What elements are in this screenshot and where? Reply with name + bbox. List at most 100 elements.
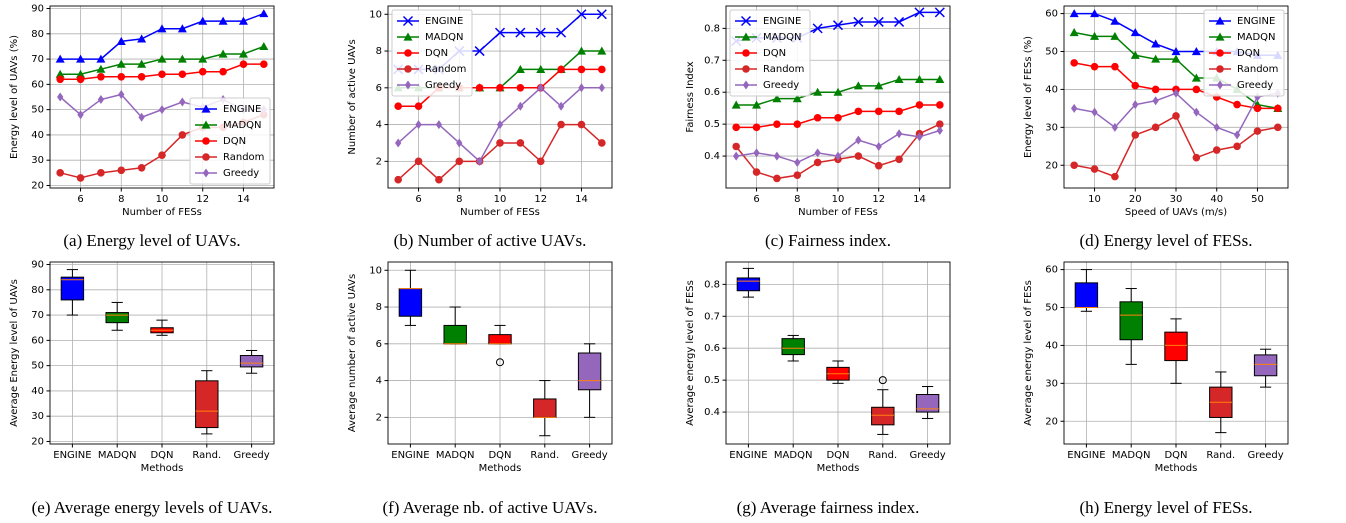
y-tick-label: 6	[376, 339, 382, 350]
caption: (f) Average nb. of active UAVs.	[382, 498, 597, 517]
legend-label: ENGINE	[223, 104, 261, 115]
marker	[536, 157, 545, 166]
x-tick-label: 8	[118, 194, 124, 205]
marker	[916, 132, 923, 142]
marker	[56, 169, 64, 177]
x-axis-label: Speed of UAVs (m/s)	[1125, 207, 1227, 218]
marker	[1274, 104, 1282, 113]
x-tick-label: MADQN	[98, 450, 137, 461]
y-tick-label: 30	[31, 411, 44, 422]
box	[577, 352, 602, 391]
y-axis-label: Energy level of FESs (%)	[1023, 36, 1034, 158]
legend-box	[1203, 9, 1285, 97]
marker	[873, 16, 884, 27]
legend-label: Random	[1237, 64, 1278, 75]
marker	[1090, 165, 1099, 173]
marker	[1191, 47, 1201, 56]
marker	[476, 156, 483, 166]
marker	[753, 148, 760, 158]
marker	[773, 151, 781, 161]
marker	[874, 81, 884, 90]
marker	[1215, 32, 1225, 41]
marker	[936, 126, 943, 136]
marker	[1212, 146, 1221, 154]
marker	[853, 16, 864, 27]
marker	[834, 151, 842, 161]
x-tick-label: 30	[1170, 194, 1183, 205]
marker	[238, 16, 248, 25]
box	[736, 277, 761, 292]
marker	[733, 151, 740, 161]
y-tick-label: 20	[31, 180, 44, 191]
marker	[404, 80, 412, 90]
marker	[201, 120, 211, 129]
marker	[853, 81, 863, 90]
marker	[239, 60, 248, 68]
marker	[1216, 49, 1224, 57]
x-tick-label: 12	[534, 194, 547, 205]
x-tick-label: 14	[913, 194, 926, 205]
plot-frame	[387, 261, 613, 445]
x-tick-label: 8	[794, 194, 800, 205]
y-tick-label: 60	[31, 79, 44, 90]
x-tick-label: 50	[1251, 194, 1264, 205]
x-tick-label: Greedy	[1247, 450, 1283, 461]
marker	[894, 16, 905, 27]
box	[915, 394, 940, 413]
y-tick-label: 10	[369, 265, 382, 276]
marker	[895, 129, 903, 139]
legend-box	[729, 9, 811, 97]
marker	[1110, 16, 1120, 25]
y-tick-label: 70	[31, 310, 44, 321]
box	[105, 312, 129, 324]
x-tick-label: ENGINE	[391, 450, 429, 461]
x-tick-label: 10	[1088, 194, 1101, 205]
plot-frame	[725, 5, 951, 189]
marker	[218, 16, 228, 25]
box	[871, 406, 895, 426]
flier	[496, 358, 504, 367]
marker	[116, 36, 126, 45]
x-tick-label: MADQN	[436, 450, 475, 461]
marker	[55, 54, 65, 63]
plot-frame	[49, 261, 275, 445]
x-tick-label: 12	[872, 194, 885, 205]
marker	[1193, 107, 1200, 117]
caption: (e) Average energy levels of UAVs.	[32, 498, 273, 517]
marker	[577, 120, 586, 129]
marker	[456, 138, 463, 148]
legend-box	[189, 97, 271, 185]
y-tick-label: 30	[1045, 378, 1058, 389]
box	[1074, 282, 1099, 308]
legend-label: Random	[223, 152, 264, 163]
marker	[577, 65, 586, 74]
y-axis-label: Average energy level of FESs	[1023, 280, 1034, 426]
x-tick-label: 10	[156, 194, 169, 205]
marker	[792, 94, 802, 103]
marker	[875, 141, 882, 151]
marker	[855, 135, 862, 145]
marker	[76, 69, 86, 78]
box	[1119, 301, 1143, 341]
caption: (g) Average fairness index.	[737, 498, 920, 517]
marker	[1216, 65, 1224, 73]
marker	[219, 67, 227, 76]
marker	[1151, 54, 1161, 63]
marker	[1216, 80, 1224, 90]
x-tick-label: 6	[415, 194, 421, 205]
marker	[1130, 50, 1140, 59]
box	[398, 288, 423, 317]
y-tick-label: 80	[31, 285, 44, 296]
marker	[1233, 130, 1241, 140]
marker	[732, 142, 740, 151]
y-tick-label: 0.8	[704, 279, 720, 290]
caption: (h) Energy level of FESs.	[1080, 498, 1253, 517]
marker	[1172, 88, 1180, 98]
marker	[475, 84, 484, 92]
marker	[1131, 81, 1140, 90]
marker	[812, 23, 823, 34]
y-tick-label: 2	[376, 412, 382, 423]
x-tick-label: DQN	[488, 450, 511, 461]
x-tick-label: ENGINE	[729, 450, 767, 461]
box	[533, 398, 557, 418]
